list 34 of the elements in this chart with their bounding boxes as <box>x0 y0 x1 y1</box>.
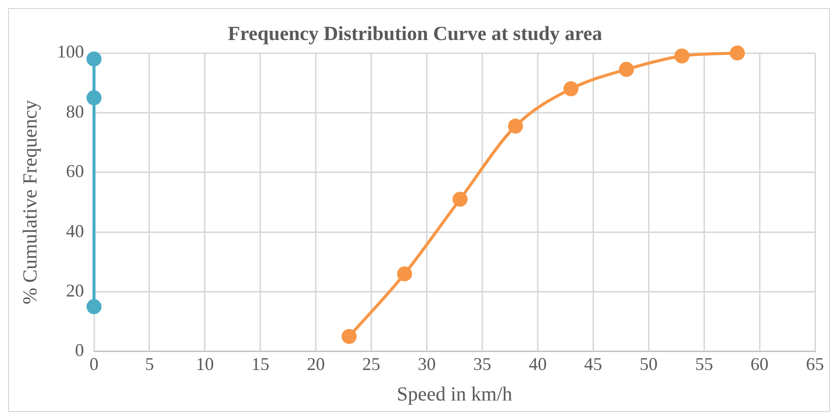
chart-title: Frequency Distribution Curve at study area <box>228 23 602 46</box>
x-tick-label: 10 <box>196 354 214 374</box>
x-tick-label: 45 <box>584 354 602 374</box>
point <box>86 90 102 106</box>
point <box>508 118 524 134</box>
point <box>563 81 578 96</box>
y-tick-label: 40 <box>66 220 84 241</box>
x-tick-label: 5 <box>144 354 154 374</box>
y-tick-label: 60 <box>66 161 84 182</box>
x-tick-label: 25 <box>362 354 380 374</box>
point <box>674 48 690 64</box>
x-tick-label: 40 <box>528 354 547 374</box>
point <box>86 299 102 314</box>
x-axis-title: Speed in km/h <box>396 383 512 406</box>
x-tick-label: 0 <box>90 354 98 374</box>
y-tick-label: 100 <box>57 42 84 62</box>
point <box>618 62 634 77</box>
point <box>452 192 468 207</box>
x-tick-label: 30 <box>418 354 436 374</box>
point <box>730 46 745 60</box>
x-tick-label: 20 <box>306 354 325 374</box>
x-tick-label: 15 <box>251 354 270 374</box>
y-axis-title: % Cumulative Frequency <box>19 100 42 304</box>
x-tick-label: 35 <box>473 354 492 374</box>
y-tick-label: 0 <box>75 340 84 360</box>
point <box>397 266 412 282</box>
point <box>86 51 102 66</box>
x-tick-label: 65 <box>806 354 824 374</box>
x-tick-label: 50 <box>640 354 658 374</box>
y-tick-label: 80 <box>66 101 84 122</box>
y-tick-label: 20 <box>66 280 84 300</box>
x-tick-label: 55 <box>695 354 714 374</box>
point <box>342 328 357 344</box>
x-tick-label: 60 <box>750 354 769 374</box>
